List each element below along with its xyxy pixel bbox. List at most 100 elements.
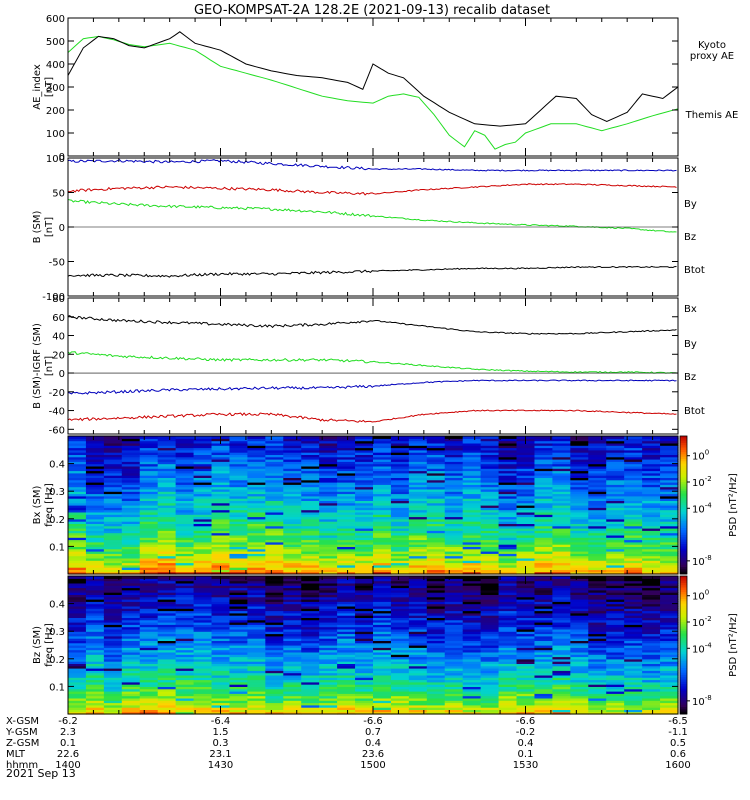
spectrogram-cell [121, 695, 141, 699]
spectrogram-cell [408, 505, 428, 508]
spectrogram-cell [660, 521, 679, 524]
spectrogram-cell [121, 674, 141, 678]
spectrogram-cell [480, 711, 500, 715]
spectrogram-cell [570, 459, 589, 462]
spectrogram-cell [355, 677, 374, 681]
spectrogram-cell [211, 684, 231, 687]
spectrogram-cell [534, 534, 554, 538]
spectrogram-cell [462, 509, 482, 513]
spectrogram-cell [516, 500, 536, 504]
spectrogram-cell [498, 472, 518, 476]
spectrogram-cell [516, 454, 536, 458]
spectrogram-cell [229, 461, 249, 465]
spectrogram-cell [337, 681, 356, 685]
spectrogram-cell [103, 658, 123, 662]
spectrogram-cell [355, 686, 374, 690]
spectrogram-cell [444, 454, 464, 458]
spectrogram-cell [426, 642, 446, 646]
spectrogram-cell [408, 482, 428, 485]
spectrogram-cell [480, 438, 500, 442]
spectrogram-cell [390, 525, 410, 529]
spectrogram-cell [85, 610, 105, 614]
spectrogram-cell [157, 470, 177, 474]
spectrogram-cell [139, 495, 159, 499]
spectrogram-cell [175, 498, 195, 501]
spectrogram-cell [480, 617, 500, 621]
spectrogram-cell [337, 498, 356, 501]
spectrogram-cell [193, 468, 213, 472]
spectrogram-cell [247, 704, 266, 708]
spectrogram-cell [85, 560, 105, 564]
spectrogram-cell [642, 709, 661, 713]
spectrogram-cell [660, 493, 679, 497]
spectrogram-cell [390, 567, 410, 570]
spectrogram-cell [552, 603, 571, 607]
spectrogram-cell [498, 663, 518, 667]
spectrogram-cell [534, 688, 554, 692]
spectrogram-cell [175, 661, 195, 664]
y-tick-label: 0.4 [49, 460, 65, 471]
spectrogram-cell [283, 631, 302, 635]
spectrogram-cell [588, 612, 607, 616]
spectrogram-cell [85, 505, 105, 508]
spectrogram-cell [157, 447, 177, 451]
colorbar-step [680, 576, 687, 579]
spectrogram-cell [283, 704, 302, 708]
spectrogram-cell [444, 684, 464, 687]
spectrogram-cell [337, 530, 356, 534]
spectrogram-cell [211, 658, 231, 662]
spectrogram-cell [660, 475, 679, 478]
spectrogram-cell [570, 477, 589, 481]
spectrogram-cell [606, 642, 625, 646]
spectrogram-cell [85, 541, 105, 545]
colorbar-step [680, 711, 687, 715]
spectrogram-cell [121, 661, 141, 664]
spectrogram-cell [462, 658, 482, 662]
spectrogram-cell [606, 654, 625, 658]
spectrogram-cell [283, 651, 302, 655]
spectrogram-cell [606, 668, 625, 671]
spectrogram-cell [534, 677, 554, 681]
spectrogram-cell [660, 582, 679, 586]
spectrogram-cell [139, 670, 159, 674]
spectrogram-cell [588, 436, 607, 439]
colorbar-step [680, 608, 687, 611]
spectrogram-cell [624, 617, 643, 621]
spectrogram-cell [498, 551, 518, 554]
spectrogram-cell [247, 532, 266, 536]
spectrogram-cell [283, 459, 302, 462]
spectrogram-cell [103, 697, 123, 701]
spectrogram-cell [606, 569, 625, 573]
spectrogram-cell [337, 436, 356, 439]
colorbar-step [680, 622, 687, 625]
colorbar-step [680, 475, 687, 478]
spectrogram-cell [121, 700, 141, 704]
spectrogram-cell [247, 571, 266, 575]
spectrogram-cell [229, 674, 249, 678]
spectrogram-cell [211, 452, 231, 455]
spectrogram-cell [229, 470, 249, 474]
spectrogram-cell [570, 704, 589, 708]
spectrogram-cell [355, 442, 374, 446]
spectrogram-cell [498, 528, 518, 531]
spectrogram-cell [265, 486, 284, 490]
spectrogram-cell [85, 603, 105, 607]
spectrogram-cell [498, 651, 518, 655]
spectrogram-cell [121, 647, 141, 651]
spectrogram-cell [319, 475, 338, 478]
spectrogram-cell [444, 546, 464, 550]
spectrogram-cell [85, 619, 105, 623]
spectrogram-cell [390, 470, 410, 474]
spectrogram-cell [444, 449, 464, 453]
spectrogram-cell [85, 635, 105, 639]
spectrogram-cell [175, 585, 195, 589]
spectrogram-cell [355, 482, 374, 485]
spectrogram-cell [337, 440, 356, 444]
spectrogram-cell [247, 628, 266, 632]
spectrogram-cell [193, 585, 213, 589]
spectrogram-cell [103, 603, 123, 607]
spectrogram-cell [373, 486, 392, 490]
spectrogram-cell [337, 670, 356, 674]
spectrogram-cell [175, 624, 195, 628]
spectrogram-cell [534, 576, 554, 579]
